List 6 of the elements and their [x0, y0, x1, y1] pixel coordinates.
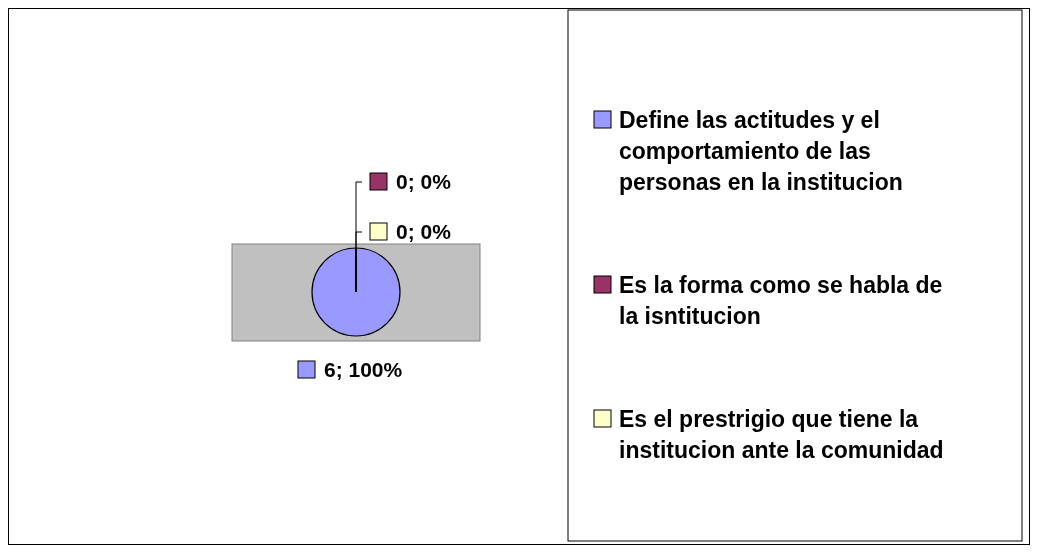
- legend-label: Es el prestrigio que tiene la institucion ante la comunidad: [619, 406, 944, 463]
- legend-label: Define las actitudes y el comportamiento de las personas en la institucion: [619, 107, 903, 195]
- text: 0; 0%: [396, 220, 451, 243]
- data-label: 6; 100%: [324, 358, 403, 381]
- legend-label: Es la forma como se habla de la isntitucion: [619, 272, 943, 329]
- text: 0; 0%: [396, 170, 451, 193]
